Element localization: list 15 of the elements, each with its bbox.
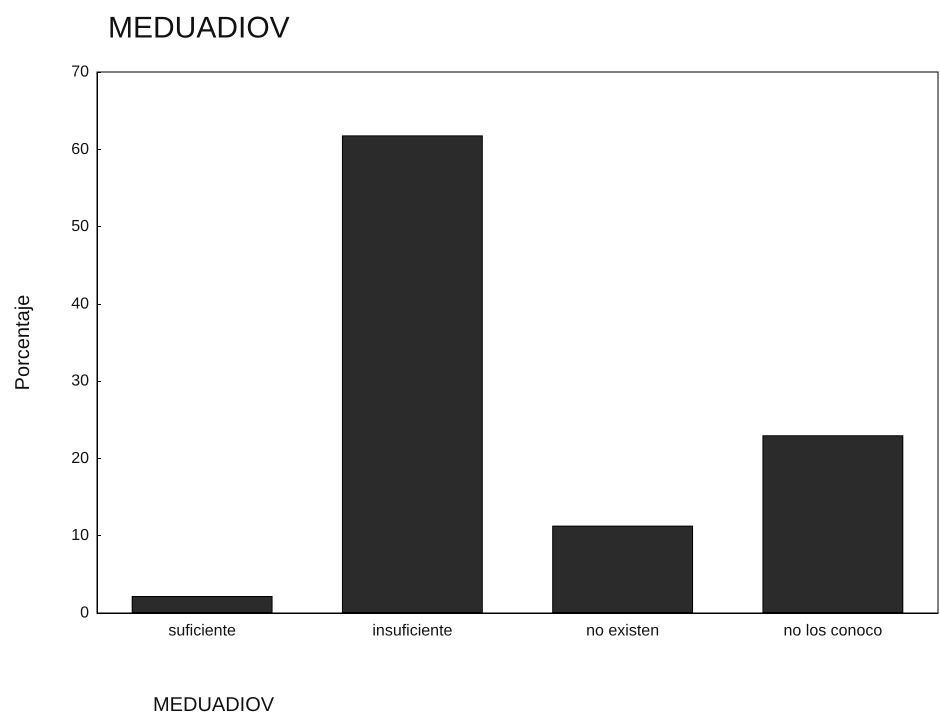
x-tick-label: insuficiente — [372, 622, 452, 640]
y-tick-label: 10 — [71, 527, 90, 544]
y-tick-label: 0 — [80, 604, 90, 622]
y-tick-label: 30 — [71, 372, 90, 390]
x-tick-label: no los conoco — [784, 622, 882, 640]
x-tick-label: suficiente — [168, 622, 236, 640]
y-tick-label: 60 — [71, 140, 90, 158]
y-axis-title: Porcentaje — [12, 294, 34, 390]
y-tick-label: 20 — [71, 450, 90, 467]
x-tick-label: no existen — [586, 622, 660, 640]
chart-title: MEDUADIOV — [108, 12, 290, 44]
y-tick-label: 50 — [71, 218, 90, 236]
y-tick-label: 40 — [71, 295, 90, 312]
x-axis-title: MEDUADIOV — [153, 694, 275, 716]
y-tick-label: 70 — [71, 64, 90, 80]
